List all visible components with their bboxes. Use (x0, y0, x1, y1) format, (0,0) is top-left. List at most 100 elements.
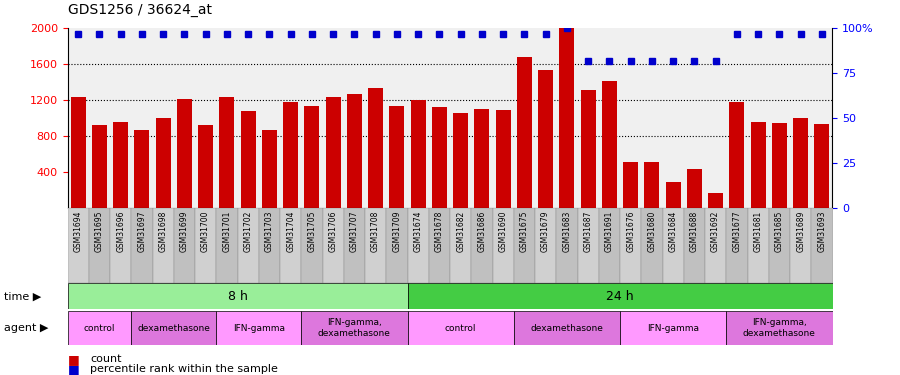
Text: time ▶: time ▶ (4, 291, 41, 301)
Bar (386, 208, 408, 283)
Text: IFN-gamma: IFN-gamma (647, 324, 699, 333)
Bar (535, 208, 556, 283)
Bar (302, 311, 408, 345)
Bar (302, 208, 322, 283)
Bar (644, 162, 660, 208)
Bar (578, 208, 599, 283)
Bar (708, 193, 723, 208)
Bar (195, 208, 216, 283)
Bar (284, 102, 298, 208)
Text: GSM31704: GSM31704 (286, 210, 295, 252)
Bar (216, 208, 238, 283)
Bar (602, 81, 616, 208)
Text: IFN-gamma: IFN-gamma (233, 324, 284, 333)
Text: GSM31695: GSM31695 (94, 210, 104, 252)
Bar (517, 57, 532, 208)
Text: GSM31708: GSM31708 (371, 210, 380, 252)
Bar (514, 208, 535, 283)
Bar (240, 111, 256, 208)
Bar (684, 208, 705, 283)
Text: GSM31709: GSM31709 (392, 210, 401, 252)
Bar (408, 283, 832, 309)
Bar (71, 96, 86, 208)
Bar (322, 208, 344, 283)
Text: GSM31696: GSM31696 (116, 210, 125, 252)
Text: GSM31687: GSM31687 (583, 210, 592, 252)
Bar (89, 208, 110, 283)
Text: GSM31698: GSM31698 (158, 210, 167, 252)
Bar (620, 311, 726, 345)
Text: GSM31675: GSM31675 (520, 210, 529, 252)
Text: dexamethasone: dexamethasone (530, 324, 603, 333)
Text: GDS1256 / 36624_at: GDS1256 / 36624_at (68, 3, 211, 17)
Bar (666, 182, 680, 208)
Text: percentile rank within the sample: percentile rank within the sample (90, 364, 278, 374)
Bar (620, 208, 641, 283)
Bar (598, 208, 620, 283)
Text: GSM31684: GSM31684 (669, 210, 678, 252)
Bar (110, 208, 131, 283)
Bar (131, 311, 216, 345)
Text: GSM31701: GSM31701 (222, 210, 231, 252)
Bar (790, 208, 811, 283)
Text: GSM31703: GSM31703 (265, 210, 274, 252)
Bar (641, 208, 662, 283)
Bar (556, 208, 578, 283)
Text: GSM31678: GSM31678 (435, 210, 444, 252)
Text: GSM31692: GSM31692 (711, 210, 720, 252)
Text: control: control (84, 324, 115, 333)
Text: control: control (445, 324, 476, 333)
Bar (623, 162, 638, 208)
Text: GSM31679: GSM31679 (541, 210, 550, 252)
Text: GSM31697: GSM31697 (138, 210, 147, 252)
Text: GSM31688: GSM31688 (690, 210, 699, 252)
Bar (474, 109, 490, 208)
Bar (198, 125, 213, 208)
Bar (262, 130, 277, 208)
Text: GSM31689: GSM31689 (796, 210, 806, 252)
Bar (134, 130, 149, 208)
Text: GSM31702: GSM31702 (244, 210, 253, 252)
Text: agent ▶: agent ▶ (4, 323, 49, 333)
Bar (687, 170, 702, 208)
Bar (748, 208, 769, 283)
Bar (408, 311, 514, 345)
Bar (304, 106, 320, 208)
Bar (280, 208, 302, 283)
Text: ■: ■ (68, 363, 79, 375)
Text: GSM31681: GSM31681 (753, 210, 762, 252)
Bar (814, 123, 829, 208)
Bar (726, 311, 832, 345)
Bar (326, 96, 340, 208)
Bar (772, 123, 787, 208)
Bar (156, 118, 171, 208)
Bar (408, 208, 428, 283)
Bar (769, 208, 790, 283)
Bar (432, 107, 446, 208)
Text: IFN-gamma,
dexamethasone: IFN-gamma, dexamethasone (318, 318, 391, 338)
Bar (113, 122, 128, 208)
Bar (496, 110, 510, 208)
Text: GSM31691: GSM31691 (605, 210, 614, 252)
Text: GSM31682: GSM31682 (456, 210, 465, 252)
Bar (152, 208, 174, 283)
Text: GSM31699: GSM31699 (180, 210, 189, 252)
Text: GSM31676: GSM31676 (626, 210, 635, 252)
Text: GSM31707: GSM31707 (350, 210, 359, 252)
Bar (365, 208, 386, 283)
Text: GSM31677: GSM31677 (733, 210, 742, 252)
Text: dexamethasone: dexamethasone (138, 324, 211, 333)
Bar (390, 106, 404, 208)
Bar (751, 122, 766, 208)
Text: GSM31680: GSM31680 (647, 210, 656, 252)
Bar (220, 98, 234, 208)
Bar (472, 208, 492, 283)
Bar (344, 208, 365, 283)
Bar (729, 102, 744, 208)
Bar (580, 90, 596, 208)
Bar (793, 118, 808, 208)
Text: ■: ■ (68, 353, 79, 366)
Bar (131, 208, 152, 283)
Bar (811, 208, 832, 283)
Text: GSM31694: GSM31694 (74, 210, 83, 252)
